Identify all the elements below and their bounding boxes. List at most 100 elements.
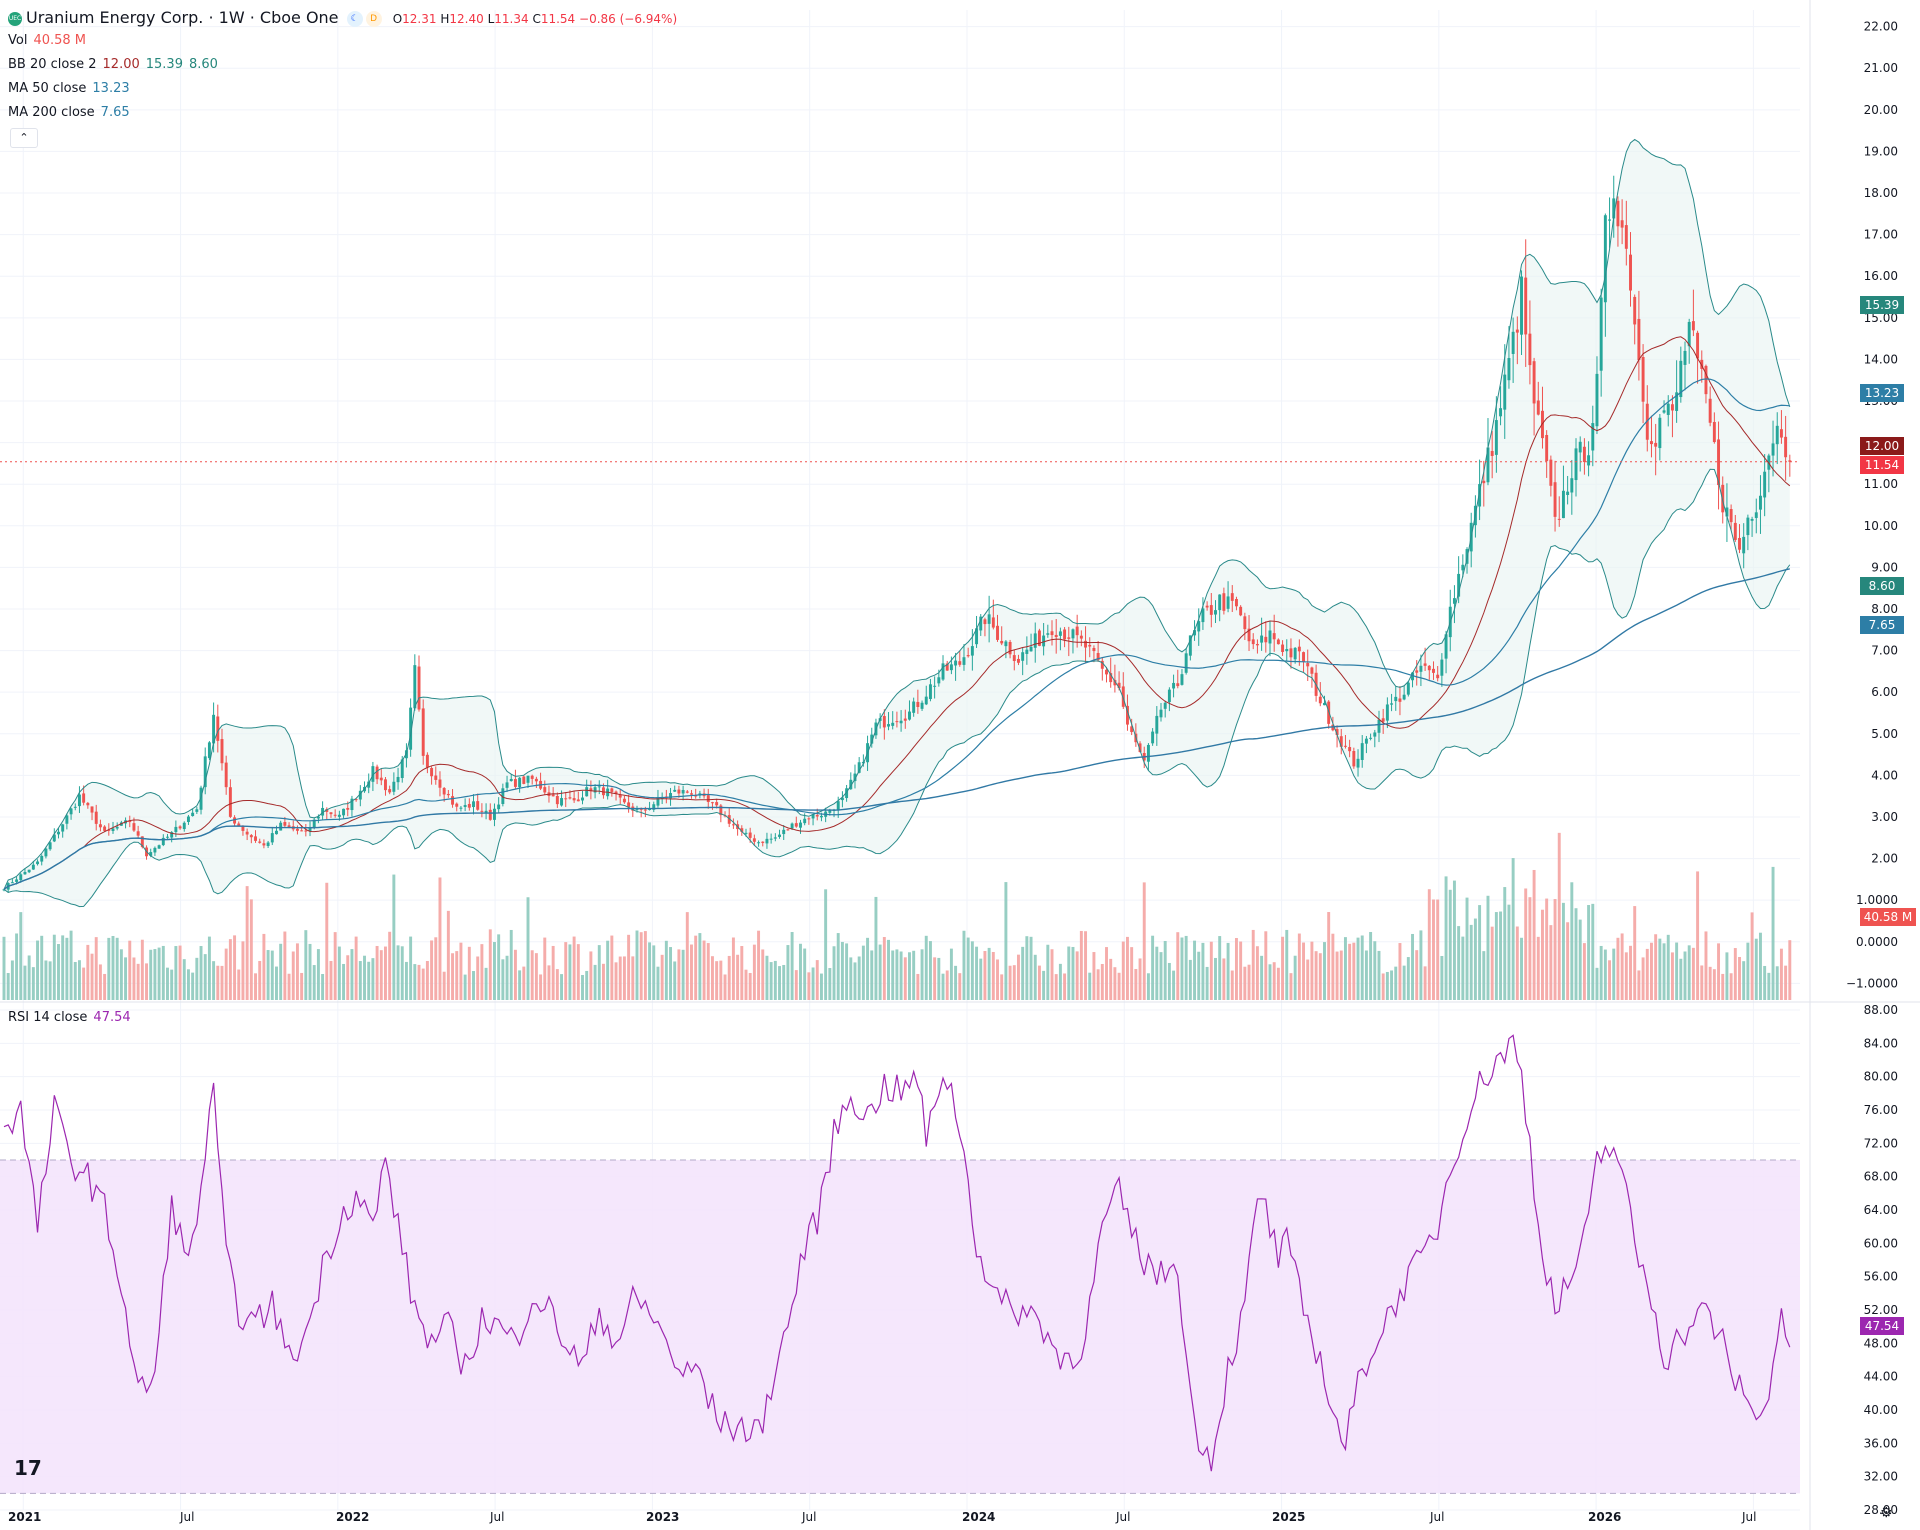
candle-body <box>828 810 832 813</box>
bb-label: BB 20 close 2 <box>8 57 97 72</box>
time-axis-label: Jul <box>179 1510 194 1524</box>
candle-body <box>581 797 584 801</box>
volume-bar <box>1343 937 1347 1000</box>
price-badge-label: 7.65 <box>1869 618 1896 632</box>
candle-body <box>1302 652 1305 662</box>
volume-bar <box>1142 882 1146 1000</box>
candle-body <box>1021 652 1025 661</box>
volume-bar <box>1696 871 1700 1000</box>
rsi-axis-label: 76.00 <box>1864 1103 1898 1117</box>
candle-body <box>1499 408 1503 417</box>
candle-body <box>1008 641 1012 655</box>
volume-bar <box>237 969 241 1000</box>
rsi-label: RSI 14 close <box>8 1010 88 1025</box>
candle-body <box>27 869 31 873</box>
candle-body <box>1557 518 1561 520</box>
volume-bar <box>736 954 740 1000</box>
ma50-legend[interactable]: MA 50 close 13.23 <box>8 81 130 97</box>
symbol-title[interactable]: Uranium Energy Corp. · 1W · Cboe One <box>26 8 339 27</box>
candle-body <box>182 822 186 830</box>
candle-body <box>710 802 714 804</box>
candle-body <box>417 666 421 710</box>
bb-legend[interactable]: BB 20 close 2 12.00 15.39 8.60 <box>8 57 218 73</box>
candle-body <box>513 779 517 787</box>
candle-body <box>36 861 40 865</box>
volume-bar <box>1427 889 1431 1000</box>
volume-bar <box>1750 912 1754 1000</box>
volume-bar <box>166 967 169 1000</box>
volume-bar <box>1092 952 1096 1000</box>
volume-bar <box>270 950 274 1000</box>
volume-bar <box>1151 935 1155 1000</box>
volume-bar <box>1037 965 1041 1000</box>
volume-bar <box>1712 969 1716 1000</box>
price-badge <box>1860 296 1904 314</box>
collapse-legend-button[interactable]: ⌃ <box>10 128 38 148</box>
candle-body <box>1004 641 1008 647</box>
candle-body <box>1188 635 1192 656</box>
candle-body <box>107 829 111 831</box>
volume-legend[interactable]: Vol 40.58 M <box>8 33 86 49</box>
candle-body <box>216 716 220 741</box>
volume-bar <box>1318 953 1322 1000</box>
volume-bar <box>576 944 580 1000</box>
ma200-legend[interactable]: MA 200 close 7.65 <box>8 105 130 121</box>
volume-bar <box>945 970 949 1000</box>
candle-body <box>1323 702 1326 706</box>
volume-bar <box>203 954 207 1000</box>
candle-body <box>501 788 505 804</box>
volume-bar <box>367 961 371 1000</box>
candle-body <box>48 842 52 850</box>
volume-bar <box>295 943 299 1000</box>
candle-body <box>1281 644 1285 652</box>
volume-bar <box>1708 966 1712 1000</box>
candle-body <box>1729 509 1733 523</box>
candle-body <box>1700 359 1704 369</box>
time-axis-label: 2024 <box>962 1510 995 1524</box>
volume-bar <box>480 944 484 1000</box>
volume-bar <box>1494 912 1498 1000</box>
ma200-label: MA 200 close <box>8 105 95 120</box>
volume-bar <box>648 942 652 1000</box>
candle-body <box>962 657 966 665</box>
candle-body <box>1515 329 1519 333</box>
candle-body <box>954 660 958 666</box>
volume-bar <box>291 951 295 1000</box>
candle-body <box>1440 659 1444 676</box>
volume-bar <box>36 940 40 1000</box>
candle-body <box>1092 647 1096 652</box>
candle-body <box>966 655 970 657</box>
candle-body <box>140 836 144 848</box>
volume-bar <box>1306 959 1310 1000</box>
tradingview-logo-icon[interactable]: 17 <box>14 1456 42 1480</box>
volume-bar <box>1088 972 1092 1000</box>
candle-body <box>1109 673 1113 683</box>
candle-body <box>1582 446 1586 462</box>
volume-bar <box>1373 941 1377 1000</box>
candle-body <box>1285 649 1289 652</box>
settings-gear-icon[interactable]: ⚙ <box>1880 1504 1893 1520</box>
moon-icon[interactable]: ☾ <box>346 10 363 27</box>
rsi-axis-label: 60.00 <box>1864 1236 1898 1250</box>
volume-bar <box>6 973 10 1000</box>
candle-body <box>1163 702 1167 709</box>
candle-body <box>1373 732 1377 737</box>
volume-bar <box>497 934 501 1000</box>
volume-bar <box>702 940 706 1000</box>
candle-body <box>1079 635 1083 639</box>
volume-bar <box>1561 902 1565 1000</box>
candle-body <box>899 720 903 724</box>
candle-body <box>484 810 488 813</box>
candle-body <box>1536 400 1540 415</box>
candle-body <box>928 684 932 700</box>
volume-bar <box>1000 974 1004 1000</box>
delay-badge-icon[interactable]: D <box>365 10 382 27</box>
rsi-legend[interactable]: RSI 14 close 47.54 <box>8 1010 131 1026</box>
candle-body <box>40 855 44 862</box>
volume-bar <box>1507 904 1511 1000</box>
volume-bar <box>128 940 132 1000</box>
candle-body <box>31 864 35 870</box>
candle-body <box>1738 537 1741 550</box>
volume-bar <box>878 944 882 1000</box>
